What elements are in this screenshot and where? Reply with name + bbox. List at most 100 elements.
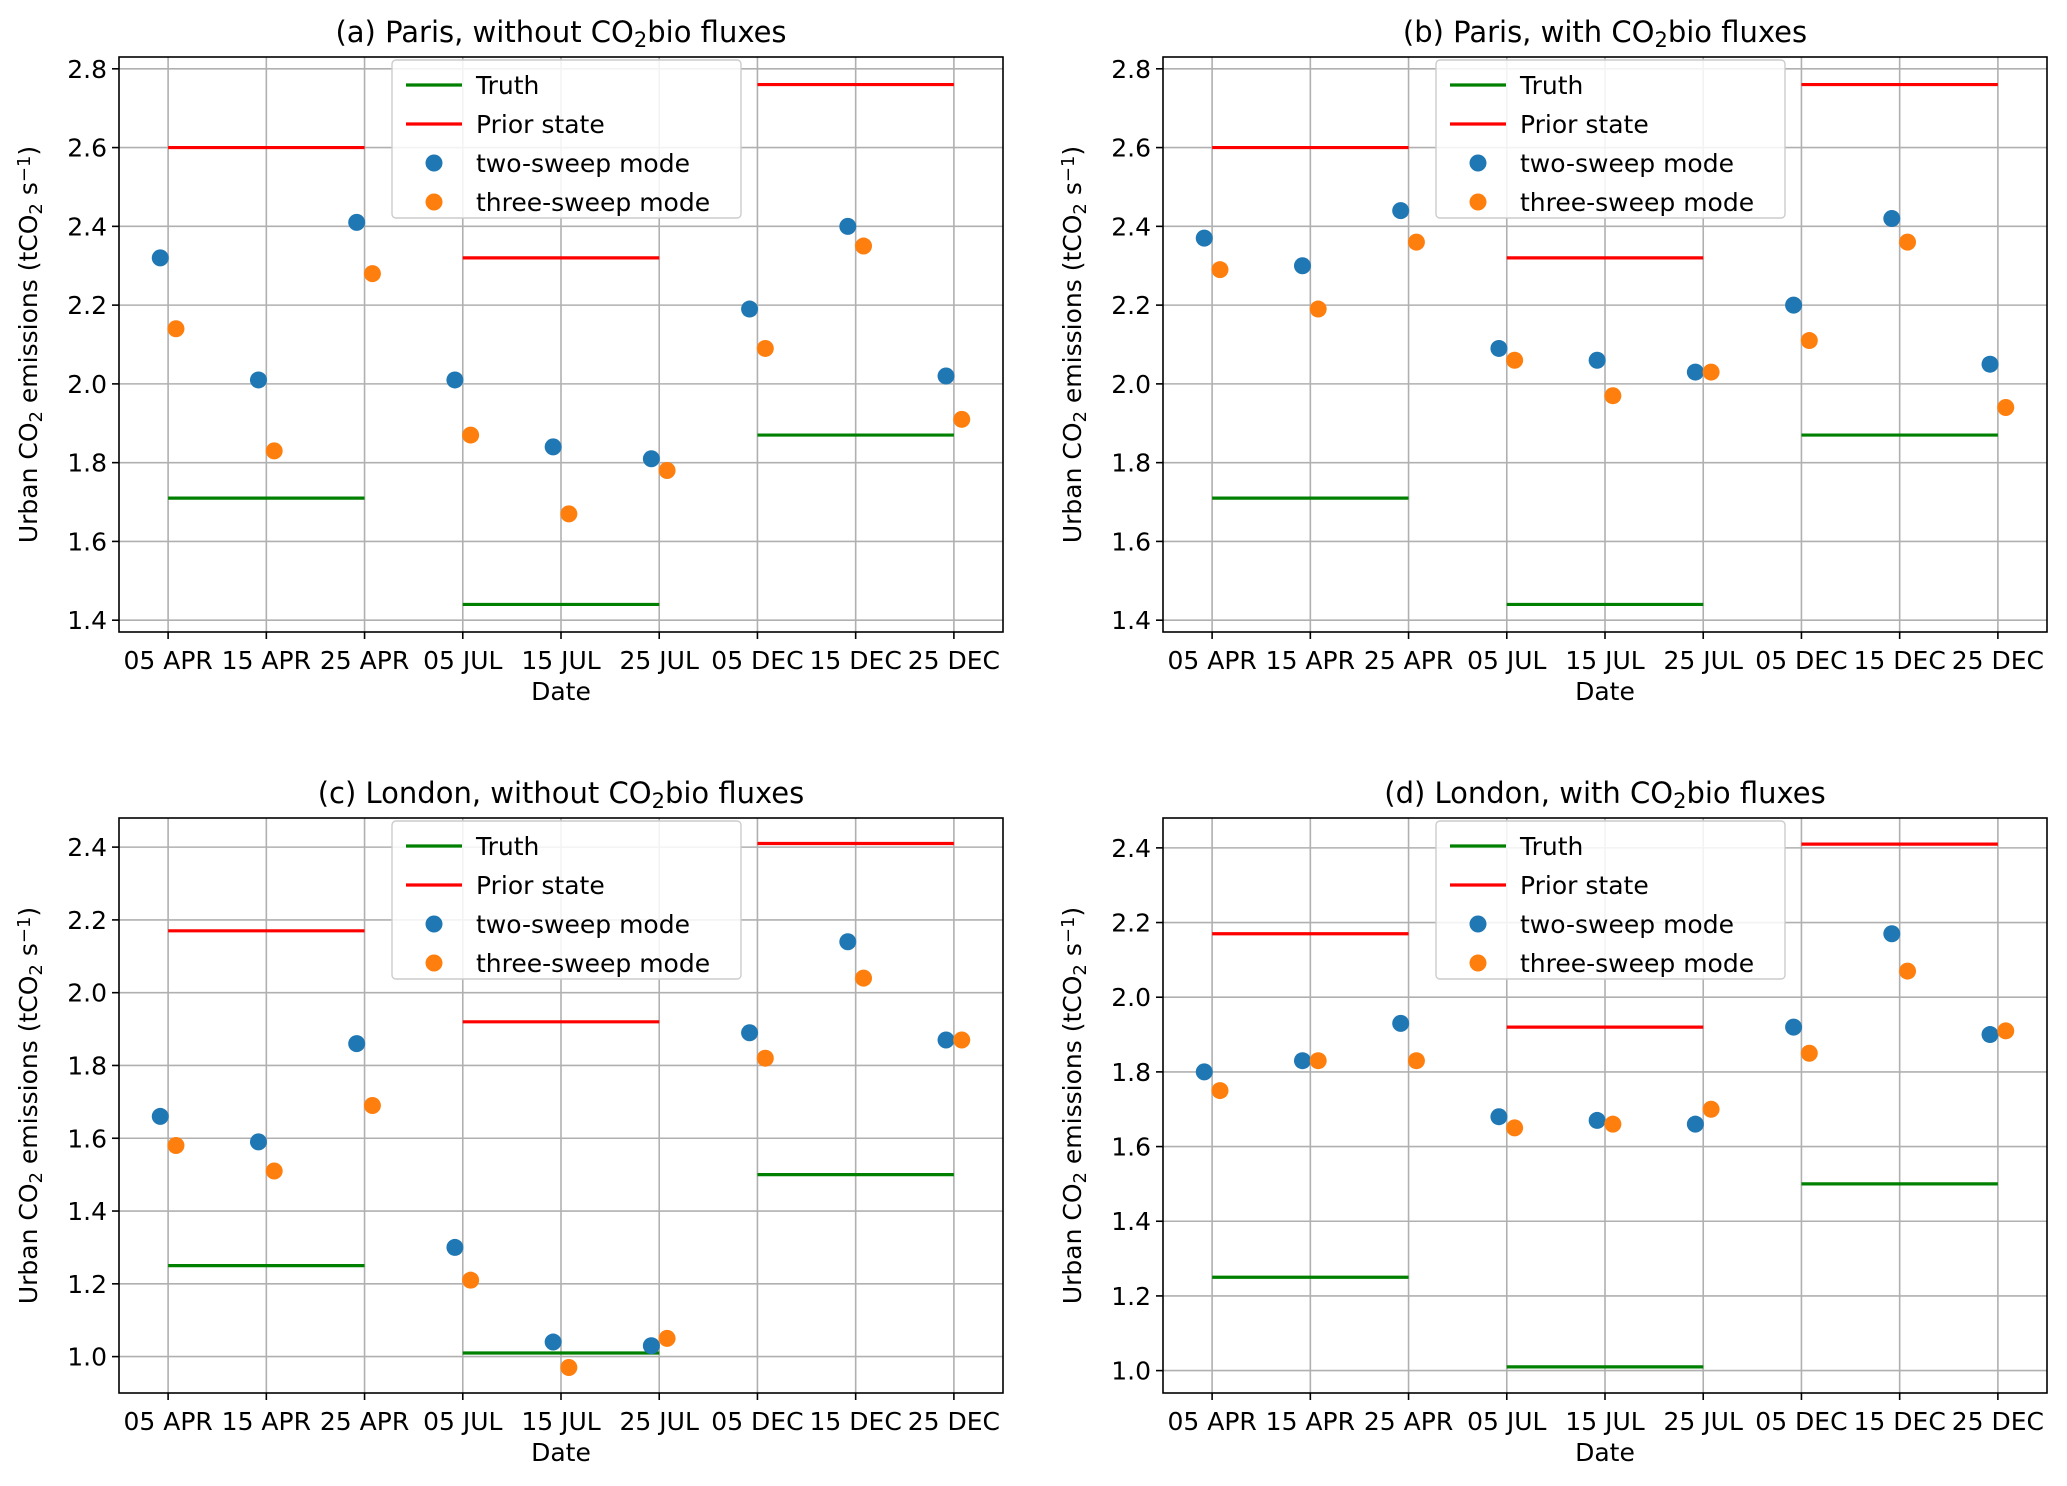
x-tick-label: 05 DEC bbox=[711, 1407, 803, 1436]
three-sweep-point bbox=[462, 1271, 480, 1289]
y-tick-label: 1.2 bbox=[1111, 1282, 1151, 1311]
legend-two-sweep-handle bbox=[425, 915, 443, 933]
two-sweep-point bbox=[151, 1107, 169, 1125]
three-sweep-point bbox=[560, 1359, 578, 1377]
y-tick-label: 1.6 bbox=[1111, 527, 1151, 556]
legend: Truth Prior state two-sweep mode three-swee… bbox=[391, 59, 742, 219]
three-sweep-point bbox=[756, 339, 774, 357]
two-sweep-point bbox=[544, 438, 562, 456]
x-tick-label: 15 DEC bbox=[1854, 1407, 1946, 1436]
y-tick-label: 2.8 bbox=[67, 55, 107, 84]
x-tick-label: 25 DEC bbox=[908, 646, 1000, 675]
three-sweep-point bbox=[1309, 1052, 1327, 1070]
legend-three-sweep-label: three-sweep mode bbox=[1520, 188, 1754, 217]
x-axis-label: Date bbox=[1575, 677, 1635, 706]
x-tick-label: 05 DEC bbox=[1755, 1407, 1847, 1436]
legend-two-sweep-label: two-sweep mode bbox=[476, 910, 690, 939]
two-sweep-point bbox=[544, 1333, 562, 1351]
three-sweep-point bbox=[1702, 1100, 1720, 1118]
x-tick-label: 05 JUL bbox=[1467, 646, 1546, 675]
two-sweep-point bbox=[1883, 209, 1901, 227]
two-sweep-point bbox=[937, 1031, 955, 1049]
two-sweep-point bbox=[446, 371, 464, 389]
x-tick-label: 25 JUL bbox=[1664, 646, 1743, 675]
three-sweep-point bbox=[462, 426, 480, 444]
two-sweep-point bbox=[1785, 296, 1803, 314]
three-sweep-point bbox=[953, 410, 971, 428]
legend-truth-label: Truth bbox=[475, 71, 539, 100]
legend-two-sweep-label: two-sweep mode bbox=[1520, 149, 1734, 178]
two-sweep-point bbox=[1490, 339, 1508, 357]
three-sweep-point bbox=[1899, 962, 1917, 980]
y-tick-label: 1.6 bbox=[1111, 1133, 1151, 1162]
legend-truth-label: Truth bbox=[475, 832, 539, 861]
three-sweep-point bbox=[167, 320, 185, 338]
y-axis-label: Urban CO2 emissions (tCO2 s−1) bbox=[14, 907, 47, 1304]
x-tick-label: 15 JUL bbox=[1565, 1407, 1644, 1436]
x-tick-label: 15 JUL bbox=[521, 646, 600, 675]
legend-three-sweep-handle bbox=[1469, 954, 1487, 972]
two-sweep-point bbox=[839, 933, 857, 951]
x-tick-label: 05 APR bbox=[123, 646, 212, 675]
x-tick-label: 15 DEC bbox=[810, 646, 902, 675]
three-sweep-point bbox=[1211, 1082, 1229, 1100]
two-sweep-point bbox=[741, 300, 759, 318]
three-sweep-point bbox=[363, 265, 381, 283]
three-sweep-point bbox=[1407, 1052, 1425, 1070]
y-tick-label: 2.2 bbox=[67, 291, 107, 320]
y-tick-label: 1.4 bbox=[67, 606, 107, 635]
y-tick-label: 1.4 bbox=[1111, 606, 1151, 635]
legend-two-sweep-handle bbox=[425, 154, 443, 172]
legend-two-sweep-handle bbox=[1469, 915, 1487, 933]
two-sweep-point bbox=[348, 1035, 366, 1053]
y-tick-label: 1.8 bbox=[1111, 1058, 1151, 1087]
two-sweep-point bbox=[348, 213, 366, 231]
two-sweep-point bbox=[839, 217, 857, 235]
x-tick-label: 05 JUL bbox=[1467, 1407, 1546, 1436]
legend-prior-label: Prior state bbox=[476, 110, 605, 139]
three-sweep-point bbox=[265, 442, 283, 460]
two-sweep-point bbox=[1195, 1063, 1213, 1081]
legend-truth-label: Truth bbox=[1519, 71, 1583, 100]
y-tick-label: 2.0 bbox=[67, 370, 107, 399]
y-tick-label: 2.4 bbox=[1111, 834, 1151, 863]
y-tick-label: 2.2 bbox=[1111, 909, 1151, 938]
x-axis-label: Date bbox=[531, 1438, 591, 1467]
x-tick-label: 15 JUL bbox=[521, 1407, 600, 1436]
x-tick-label: 15 JUL bbox=[1565, 646, 1644, 675]
x-tick-label: 25 JUL bbox=[620, 646, 699, 675]
y-tick-label: 2.4 bbox=[67, 833, 107, 862]
three-sweep-point bbox=[1997, 399, 2015, 417]
legend-box bbox=[1435, 59, 1786, 219]
legend-three-sweep-handle bbox=[425, 954, 443, 972]
x-tick-label: 05 JUL bbox=[423, 1407, 502, 1436]
x-tick-label: 05 APR bbox=[1167, 646, 1256, 675]
chart-panel-c: 1.0 1.2 1.4 1.6 1.8 2.0 2.2 2.4 05 APR 15 APR 25 A… bbox=[14, 776, 1004, 1467]
x-tick-label: 25 DEC bbox=[1952, 646, 2044, 675]
two-sweep-point bbox=[1392, 1014, 1410, 1032]
y-tick-label: 2.0 bbox=[1111, 983, 1151, 1012]
two-sweep-point bbox=[642, 1337, 660, 1355]
three-sweep-point bbox=[855, 237, 873, 255]
y-axis-label: Urban CO2 emissions (tCO2 s−1) bbox=[1058, 146, 1091, 543]
x-tick-label: 05 JUL bbox=[423, 646, 502, 675]
x-tick-label: 25 DEC bbox=[1952, 1407, 2044, 1436]
three-sweep-point bbox=[1407, 233, 1425, 251]
legend-prior-label: Prior state bbox=[1520, 871, 1649, 900]
x-tick-label: 25 APR bbox=[320, 646, 409, 675]
y-axis-label: Urban CO2 emissions (tCO2 s−1) bbox=[1058, 907, 1091, 1304]
legend-box bbox=[391, 820, 742, 980]
x-tick-label: 05 APR bbox=[1167, 1407, 1256, 1436]
three-sweep-point bbox=[1800, 332, 1818, 350]
y-tick-label: 1.6 bbox=[67, 527, 107, 556]
chart-title: (d) London, with CO2bio fluxes bbox=[1384, 776, 1825, 813]
y-tick-label: 2.2 bbox=[67, 906, 107, 935]
x-tick-label: 25 APR bbox=[1364, 1407, 1453, 1436]
legend-three-sweep-handle bbox=[425, 193, 443, 211]
two-sweep-point bbox=[1686, 1115, 1704, 1133]
three-sweep-point bbox=[560, 505, 578, 523]
x-tick-label: 15 APR bbox=[222, 1407, 311, 1436]
x-tick-label: 15 APR bbox=[1266, 1407, 1355, 1436]
x-axis-label: Date bbox=[531, 677, 591, 706]
x-tick-label: 25 APR bbox=[1364, 646, 1453, 675]
